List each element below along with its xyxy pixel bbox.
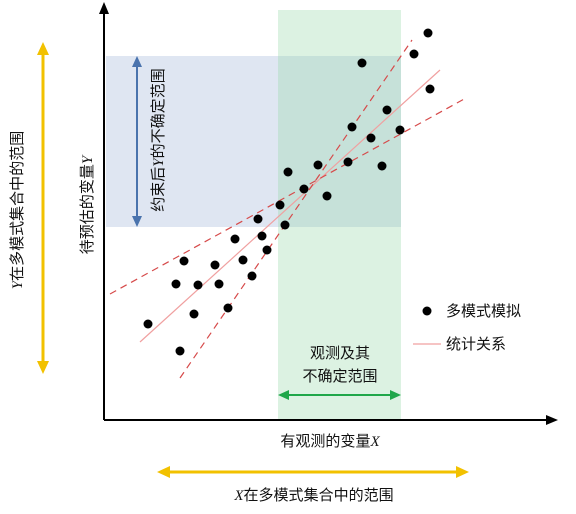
model-point xyxy=(423,28,433,38)
legend-line-label: 统计关系 xyxy=(446,335,506,353)
model-point xyxy=(179,256,189,266)
model-point xyxy=(210,260,220,270)
model-point xyxy=(299,184,309,194)
model-point xyxy=(214,279,224,289)
overlap-region xyxy=(278,56,401,227)
model-point xyxy=(230,234,240,244)
model-point xyxy=(377,161,387,171)
model-point xyxy=(171,279,181,289)
observation-label-line1: 观测及其 xyxy=(310,344,370,362)
model-point xyxy=(223,303,233,313)
model-point xyxy=(275,200,285,210)
model-point xyxy=(257,231,267,241)
regression-line xyxy=(139,69,441,343)
model-point xyxy=(322,191,332,201)
model-point xyxy=(409,49,419,59)
constrained-y-range-label: 约束后Y的不确定范围 xyxy=(149,68,167,211)
model-point xyxy=(253,214,263,224)
y-axis-label: 待预估的变量Y xyxy=(78,154,96,254)
model-points xyxy=(143,28,435,356)
y-ensemble-arrow xyxy=(37,42,49,374)
model-point xyxy=(193,280,203,290)
legend: 多模式模拟 统计关系 xyxy=(413,302,521,353)
model-point xyxy=(283,167,293,177)
model-point xyxy=(395,125,405,135)
model-point xyxy=(347,122,357,132)
model-point xyxy=(175,346,185,356)
observation-label-line2: 不确定范围 xyxy=(302,367,377,385)
model-point xyxy=(262,245,272,255)
filled-circle-icon xyxy=(422,306,432,316)
axes xyxy=(99,2,558,425)
model-point xyxy=(247,271,257,281)
y-ensemble-range-label: Y在多模式集合中的范围 xyxy=(8,131,26,290)
model-point xyxy=(425,84,435,94)
model-point xyxy=(143,319,153,329)
model-point xyxy=(238,255,248,265)
model-point xyxy=(313,160,323,170)
constrained-y-band xyxy=(106,56,278,227)
model-point xyxy=(357,58,367,68)
model-point xyxy=(189,309,199,319)
confidence-bound-shallow xyxy=(109,97,467,295)
model-point xyxy=(280,220,290,230)
model-point xyxy=(382,105,392,115)
model-point xyxy=(343,157,353,167)
x-ensemble-arrow xyxy=(157,466,469,478)
constrained-y-arrow xyxy=(132,56,142,227)
x-ensemble-range-label: X在多模式集合中的范围 xyxy=(233,486,393,504)
legend-points-label: 多模式模拟 xyxy=(446,302,521,320)
x-axis-label: 有观测的变量X xyxy=(280,432,380,450)
confidence-bound-steep xyxy=(179,39,413,379)
observation-arrow xyxy=(278,390,401,400)
model-point xyxy=(366,133,376,143)
